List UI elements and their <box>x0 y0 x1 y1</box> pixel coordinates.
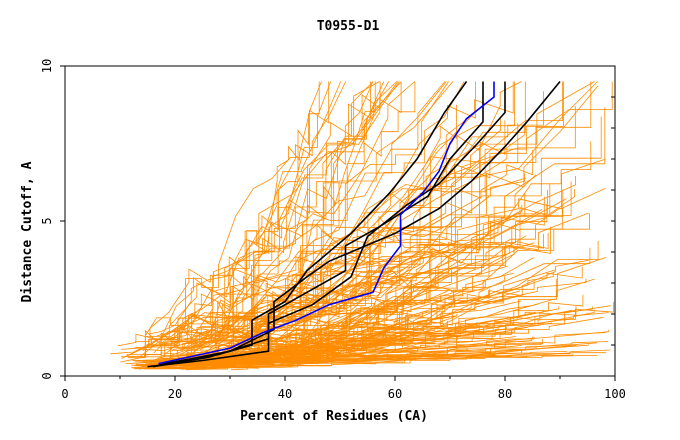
model-curve <box>162 81 381 357</box>
model-curve <box>142 81 592 352</box>
model-curve <box>181 81 465 351</box>
model-curve <box>243 235 527 349</box>
y-tick-label: 10 <box>40 59 54 73</box>
model-curve <box>120 181 572 363</box>
model-curve <box>206 81 563 362</box>
model-curve <box>184 81 322 351</box>
x-tick-label: 60 <box>388 387 402 401</box>
highlight-blue-curve-4 <box>158 81 495 365</box>
chart-title: T0955-D1 <box>317 19 380 34</box>
y-tick-label: 0 <box>40 372 54 379</box>
model-curve <box>217 183 551 364</box>
model-curve <box>126 106 576 356</box>
highlighted-curves <box>147 80 561 368</box>
model-curves <box>110 81 614 371</box>
model-curve <box>170 226 551 367</box>
model-curve <box>127 81 402 359</box>
model-curve <box>233 328 529 366</box>
model-curve <box>134 116 602 367</box>
x-tick-label: 80 <box>498 387 512 401</box>
x-tick-label: 40 <box>278 387 292 401</box>
y-tick-label: 5 <box>40 217 54 224</box>
highlight-black-curve-3 <box>158 80 561 366</box>
model-curve <box>148 81 371 363</box>
model-curve <box>221 141 592 345</box>
x-axis-label: Percent of Residues (CA) <box>240 409 428 424</box>
model-curve <box>189 309 595 364</box>
x-tick-label: 0 <box>61 387 68 401</box>
model-curve <box>184 81 385 349</box>
model-curve <box>167 81 416 343</box>
model-curve <box>202 81 476 336</box>
y-axis-label: Distance Cutoff, A <box>20 161 35 302</box>
model-curve <box>216 213 590 359</box>
model-curve <box>187 81 332 344</box>
model-curve <box>145 81 330 336</box>
highlight-black-curve-1 <box>163 81 484 365</box>
model-curve <box>239 240 599 363</box>
model-curve <box>121 91 544 358</box>
model-curve <box>138 81 399 358</box>
model-curve <box>161 196 545 357</box>
model-curve <box>142 189 575 349</box>
model-curve <box>152 81 402 346</box>
highlight-black-curve-2 <box>152 81 468 368</box>
model-curve <box>157 81 595 337</box>
model-curve <box>132 350 522 369</box>
model-curve <box>230 318 409 363</box>
model-curve <box>135 81 380 343</box>
model-curve <box>190 257 607 369</box>
x-tick-label: 20 <box>168 387 182 401</box>
x-tick-label: 100 <box>604 387 626 401</box>
model-curve <box>200 81 447 353</box>
model-curve <box>237 313 541 365</box>
highlight-black-curve-0 <box>147 81 506 368</box>
model-curve <box>189 81 598 358</box>
axis-ticks: 0 20 40 60 80 100 0 5 10 <box>40 59 626 401</box>
model-curve <box>135 81 613 348</box>
model-curve <box>219 290 521 365</box>
model-curve <box>176 81 446 355</box>
